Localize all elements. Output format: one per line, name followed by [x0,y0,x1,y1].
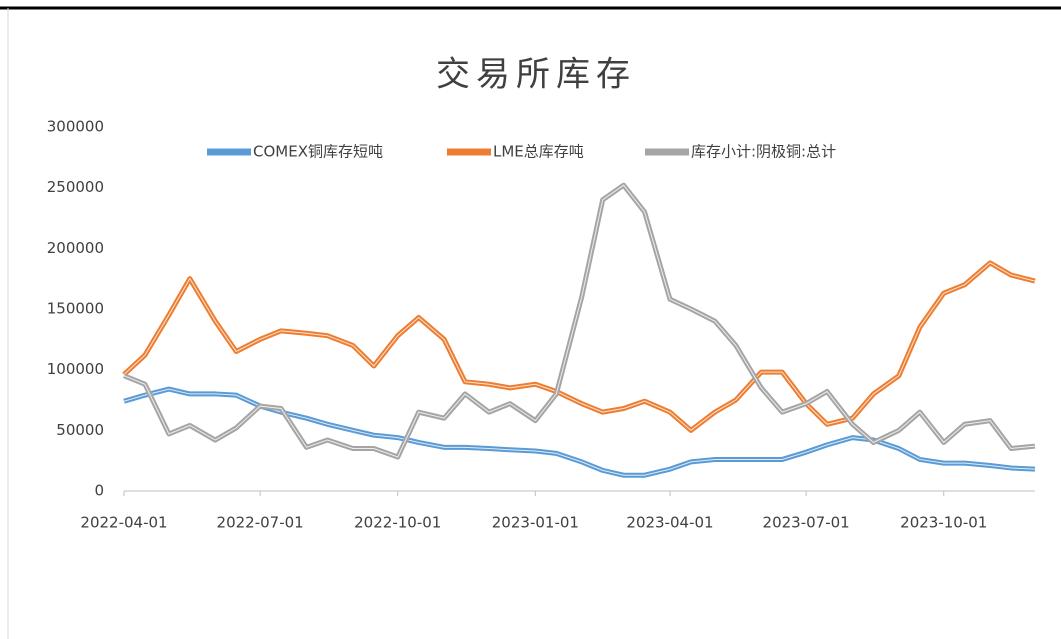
chart-title: 交易所库存 [436,55,636,95]
y-tick-label: 0 [94,482,104,500]
x-tick-label: 2023-01-01 [492,514,579,532]
legend-label: 库存小计:阴极铜:总计 [691,143,836,161]
x-tick-label: 2022-04-01 [80,514,167,532]
y-tick-label: 300000 [47,118,104,136]
legend-label: LME总库存吨 [493,143,584,161]
y-tick-label: 150000 [47,300,104,318]
x-tick-label: 2023-07-01 [763,514,850,532]
x-tick-label: 2022-10-01 [354,514,441,532]
series-line-highlight [123,262,1036,431]
series-line-highlight [123,184,1036,458]
y-tick-label: 200000 [47,239,104,257]
y-tick-label: 100000 [47,360,104,378]
x-tick-label: 2022-07-01 [217,514,304,532]
y-tick-label: 250000 [47,178,104,196]
legend-label: COMEX铜库存短吨 [253,143,383,161]
y-tick-label: 50000 [56,421,104,439]
x-tick-label: 2023-04-01 [626,514,713,532]
x-tick-label: 2023-10-01 [900,514,987,532]
